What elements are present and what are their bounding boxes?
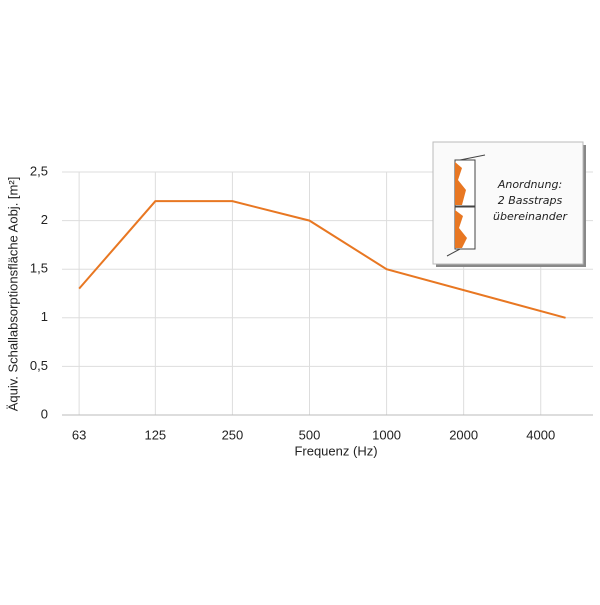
x-tick-label: 1000 <box>372 427 401 442</box>
leg <box>459 154 486 161</box>
y-tick-label: 0,5 <box>30 358 48 373</box>
y-axis-label: Äquiv. Schallabsorptionsfläche Aobj. [m²… <box>5 177 20 412</box>
x-tick-label: 63 <box>72 427 86 442</box>
trap-pattern <box>455 162 466 205</box>
y-tick-label: 1 <box>41 309 48 324</box>
x-tick-label: 250 <box>222 427 244 442</box>
inset: Anordnung: 2 Basstraps übereinander <box>432 141 586 267</box>
x-tick-label: 4000 <box>526 427 555 442</box>
y-tick-label: 2 <box>41 212 48 227</box>
x-tick-label: 2000 <box>449 427 478 442</box>
annotation: übereinander <box>493 210 569 223</box>
annotation: 2 Basstraps <box>498 194 563 207</box>
leg <box>446 248 461 257</box>
x-tick-label: 500 <box>299 427 321 442</box>
x-tick-label: 125 <box>144 427 166 442</box>
data-line <box>78 200 566 319</box>
x-axis-label: Frequenz (Hz) <box>294 443 377 458</box>
y-tick-label: 0 <box>41 406 48 421</box>
trap-pattern <box>455 210 467 248</box>
y-tick-label: 2,5 <box>30 163 48 178</box>
y-tick-label: 1,5 <box>30 261 48 276</box>
annotation: Anordnung: <box>497 178 562 191</box>
